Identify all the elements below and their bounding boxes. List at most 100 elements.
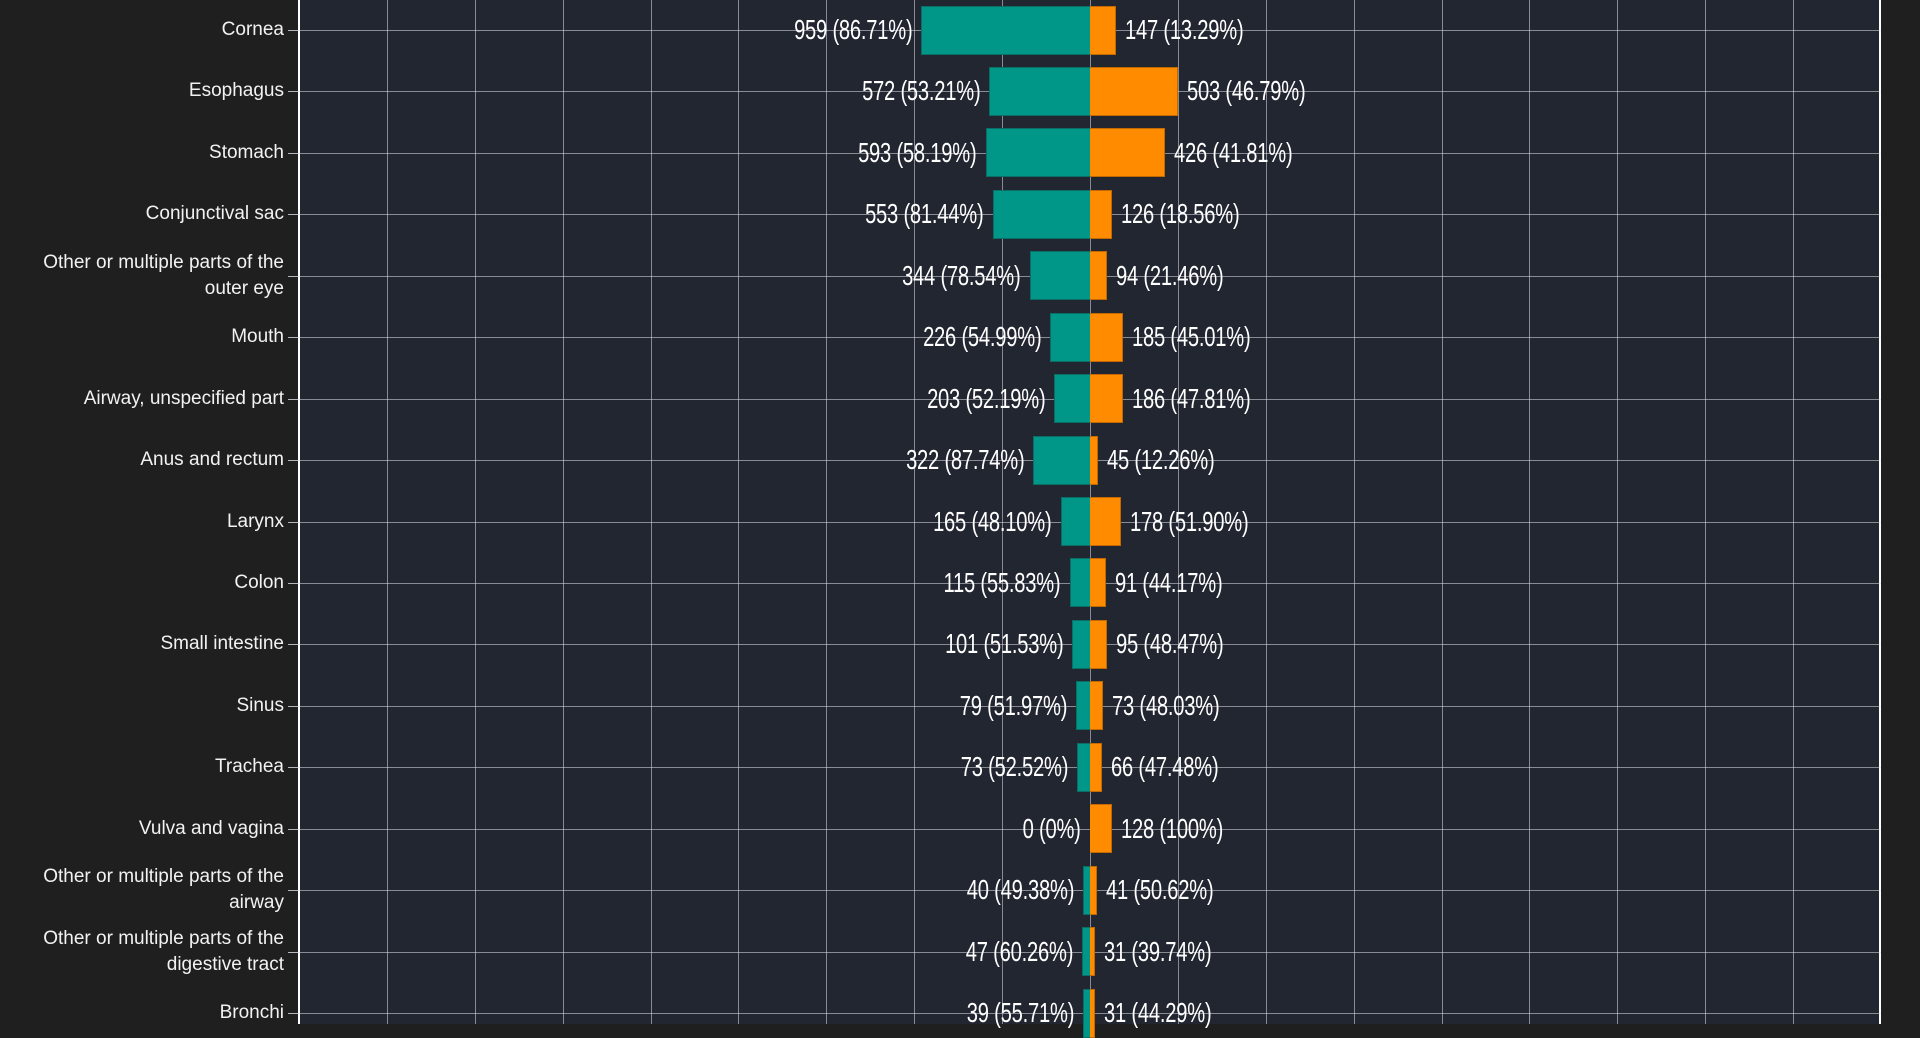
value-label-right: 128 (100%) [1121, 813, 1224, 844]
category-label: Anus and rectum [140, 449, 284, 470]
value-label-left: 39 (55.71%) [966, 997, 1075, 1028]
bar-right[interactable] [1090, 190, 1113, 239]
vertical-gridline [1793, 0, 1794, 1024]
value-label-left: 553 (81.44%) [865, 198, 984, 229]
value-label-left: 322 (87.74%) [905, 444, 1025, 475]
value-label-left: 47 (60.26%) [965, 936, 1073, 967]
bar-right[interactable] [1090, 497, 1122, 546]
bar-left[interactable] [1029, 251, 1090, 300]
value-label-right: 178 (51.90%) [1130, 506, 1249, 537]
bar-left[interactable] [985, 128, 1090, 177]
y-axis-tick [288, 214, 298, 215]
category-label: Trachea [215, 756, 284, 777]
value-label-left: 79 (51.97%) [959, 690, 1068, 721]
value-label-left: 101 (51.53%) [944, 628, 1064, 659]
bar-right[interactable] [1090, 374, 1123, 423]
category-label: Other or multiple parts of the outer eye [43, 252, 284, 299]
bar-right[interactable] [1090, 251, 1107, 300]
category-label: Other or multiple parts of the airway [43, 866, 284, 913]
category-label: Bronchi [219, 1002, 284, 1023]
bar-left[interactable] [1060, 497, 1090, 546]
bar-right[interactable] [1090, 67, 1179, 116]
value-label-left: 572 (53.21%) [862, 75, 981, 106]
value-label-right: 45 (12.26%) [1106, 444, 1215, 475]
value-label-left: 165 (48.10%) [933, 506, 1053, 537]
category-label: Esophagus [188, 80, 284, 101]
value-label-right: 41 (50.62%) [1106, 874, 1214, 905]
value-label-left: 593 (58.19%) [858, 137, 977, 168]
vertical-gridline [1266, 0, 1267, 1024]
y-axis-tick [288, 460, 298, 461]
y-axis-tick [288, 583, 298, 584]
y-axis-tick [288, 644, 298, 645]
bar-right[interactable] [1090, 804, 1113, 853]
category-label: Mouth [231, 326, 284, 347]
vertical-gridline [1442, 0, 1443, 1024]
y-axis-tick [288, 91, 298, 92]
bar-right[interactable] [1090, 436, 1098, 485]
category-label: Small intestine [160, 633, 284, 654]
value-label-right: 66 (47.48%) [1110, 751, 1219, 782]
y-axis-tick [288, 706, 298, 707]
value-label-left: 0 (0%) [1022, 813, 1081, 844]
bar-left[interactable] [992, 190, 1090, 239]
bar-right[interactable] [1090, 620, 1107, 669]
bar-left[interactable] [921, 6, 1090, 55]
bar-right[interactable] [1090, 989, 1096, 1038]
vertical-gridline [1529, 0, 1530, 1024]
category-label: Airway, unspecified part [83, 388, 284, 409]
value-label-left: 40 (49.38%) [966, 874, 1075, 905]
value-label-right: 185 (45.01%) [1131, 321, 1251, 352]
vertical-gridline [387, 0, 388, 1024]
value-label-left: 344 (78.54%) [902, 260, 1021, 291]
bar-right[interactable] [1090, 681, 1103, 730]
value-label-right: 95 (48.47%) [1115, 628, 1224, 659]
bar-left[interactable] [1077, 743, 1090, 792]
category-label: Conjunctival sac [145, 203, 284, 224]
value-label-right: 426 (41.81%) [1173, 137, 1293, 168]
bar-right[interactable] [1090, 743, 1102, 792]
bar-left[interactable] [1072, 620, 1090, 669]
value-label-right: 147 (13.29%) [1124, 14, 1244, 45]
category-label: Vulva and vagina [138, 818, 284, 839]
category-label: Cornea [221, 19, 284, 40]
bar-right[interactable] [1090, 128, 1165, 177]
value-label-left: 115 (55.83%) [943, 567, 1061, 598]
y-axis-tick [288, 522, 298, 523]
vertical-gridline [475, 0, 476, 1024]
value-label-left: 959 (86.71%) [793, 14, 913, 45]
bar-left[interactable] [989, 67, 1090, 116]
bar-left[interactable] [1083, 989, 1090, 1038]
vertical-gridline [1705, 0, 1706, 1024]
bar-left[interactable] [1076, 681, 1090, 730]
y-axis-tick [288, 399, 298, 400]
bar-right[interactable] [1090, 866, 1098, 915]
vertical-gridline [826, 0, 827, 1024]
category-label: Other or multiple parts of the digestive… [43, 928, 284, 975]
y-axis-tick [288, 276, 298, 277]
bar-right[interactable] [1090, 927, 1096, 976]
vertical-gridline [1617, 0, 1618, 1024]
bar-left[interactable] [1050, 313, 1090, 362]
bar-left[interactable] [1069, 558, 1090, 607]
value-label-right: 31 (39.74%) [1104, 936, 1212, 967]
vertical-gridline [1354, 0, 1355, 1024]
bar-left[interactable] [1082, 866, 1090, 915]
bar-right[interactable] [1090, 6, 1116, 55]
vertical-gridline [563, 0, 564, 1024]
value-label-right: 503 (46.79%) [1187, 75, 1306, 106]
horizontal-gridline [298, 829, 1881, 830]
bar-right[interactable] [1090, 558, 1106, 607]
value-label-left: 73 (52.52%) [960, 751, 1069, 782]
y-axis-tick [288, 1013, 298, 1014]
y-axis-tick [288, 30, 298, 31]
category-label: Colon [234, 572, 284, 593]
vertical-gridline [914, 0, 915, 1024]
bar-right[interactable] [1090, 313, 1123, 362]
bar-left[interactable] [1081, 927, 1090, 976]
bar-left[interactable] [1033, 436, 1090, 485]
y-axis-tick [288, 153, 298, 154]
category-label: Stomach [209, 142, 284, 163]
bar-left[interactable] [1054, 374, 1090, 423]
